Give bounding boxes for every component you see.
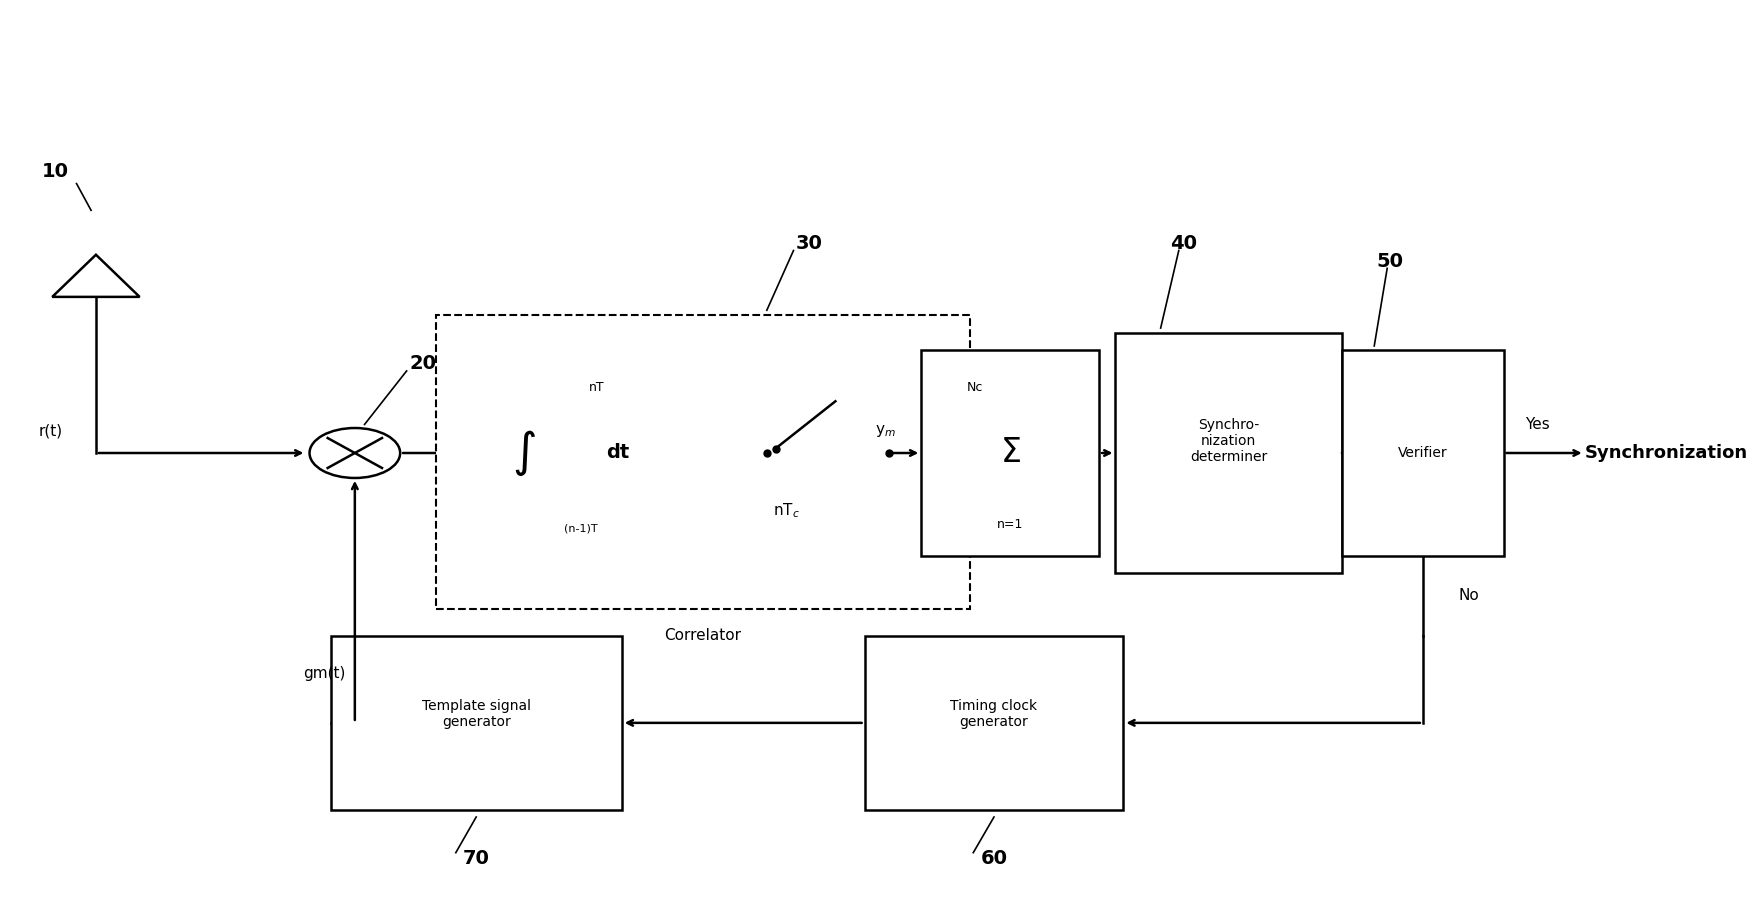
Bar xyxy=(921,351,1099,555)
Text: $\int$: $\int$ xyxy=(512,428,535,478)
Text: y$_m$: y$_m$ xyxy=(875,423,896,439)
Text: 30: 30 xyxy=(796,234,822,253)
Text: Template signal
generator: Template signal generator xyxy=(421,699,530,729)
Text: No: No xyxy=(1458,588,1479,603)
Text: Correlator: Correlator xyxy=(664,629,741,643)
Text: dt: dt xyxy=(606,444,630,462)
Text: Timing clock
generator: Timing clock generator xyxy=(951,699,1037,729)
Text: gm(t): gm(t) xyxy=(303,666,345,681)
Text: n=1: n=1 xyxy=(997,518,1023,531)
Text: 20: 20 xyxy=(409,354,437,373)
Text: 60: 60 xyxy=(981,850,1007,869)
Bar xyxy=(1115,333,1342,573)
Polygon shape xyxy=(53,255,139,297)
Bar xyxy=(475,351,694,555)
Text: (n-1)T: (n-1)T xyxy=(564,524,599,534)
Text: 70: 70 xyxy=(463,850,490,869)
Bar xyxy=(865,636,1124,810)
Text: Yes: Yes xyxy=(1525,417,1550,432)
Text: $\Sigma$: $\Sigma$ xyxy=(1000,437,1021,469)
Text: Synchro-
nization
determiner: Synchro- nization determiner xyxy=(1190,418,1268,464)
Bar xyxy=(1342,351,1504,555)
Bar xyxy=(435,314,970,609)
Text: 40: 40 xyxy=(1169,234,1197,253)
Text: Nc: Nc xyxy=(967,381,983,394)
Text: nT$_c$: nT$_c$ xyxy=(773,502,799,520)
Text: Synchronization: Synchronization xyxy=(1585,444,1747,462)
Text: r(t): r(t) xyxy=(39,423,63,439)
Bar xyxy=(331,636,622,810)
Text: Verifier: Verifier xyxy=(1398,446,1448,460)
Text: 50: 50 xyxy=(1377,252,1404,271)
Text: 10: 10 xyxy=(42,162,69,181)
Text: nT: nT xyxy=(588,381,604,394)
